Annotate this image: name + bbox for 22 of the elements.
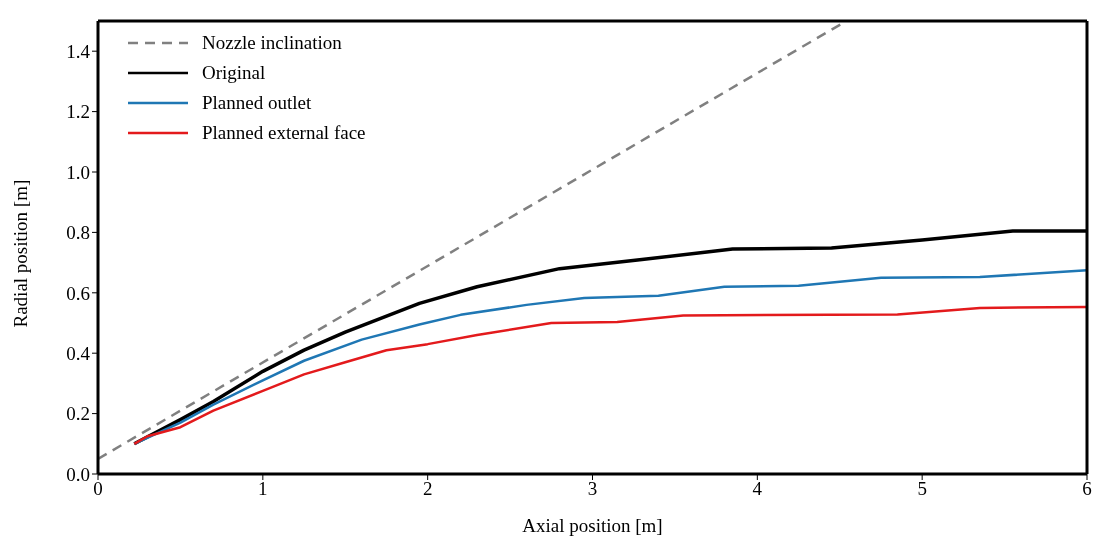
legend-label: Original bbox=[202, 61, 266, 85]
x-tick-label: 6 bbox=[1082, 478, 1092, 500]
x-tick-label: 0 bbox=[93, 478, 103, 500]
x-tick-label: 2 bbox=[422, 478, 433, 500]
y-tick-label: 0.8 bbox=[66, 222, 90, 244]
y-tick-label: 1.0 bbox=[66, 161, 90, 183]
legend-label: Planned outlet bbox=[202, 91, 312, 115]
x-tick-label: 4 bbox=[752, 478, 763, 500]
y-tick-label: 0.4 bbox=[66, 342, 91, 364]
line-series bbox=[133, 305, 1087, 446]
x-axis-title: Axial position [m] bbox=[522, 515, 663, 536]
legend-label: Planned external face bbox=[202, 121, 366, 145]
y-tick-label: 1.2 bbox=[66, 101, 90, 123]
legend-label: Nozzle inclination bbox=[202, 31, 342, 55]
x-tick-label: 1 bbox=[258, 478, 268, 500]
y-axis-title: Radial position [m] bbox=[9, 179, 31, 328]
y-tick-label: 1.4 bbox=[66, 40, 91, 62]
x-tick-label: 5 bbox=[917, 478, 927, 500]
y-tick-label: 0.0 bbox=[66, 463, 90, 485]
y-tick-label: 0.2 bbox=[66, 403, 90, 425]
y-tick-label: 0.6 bbox=[66, 282, 90, 304]
x-tick-label: 3 bbox=[587, 478, 598, 500]
